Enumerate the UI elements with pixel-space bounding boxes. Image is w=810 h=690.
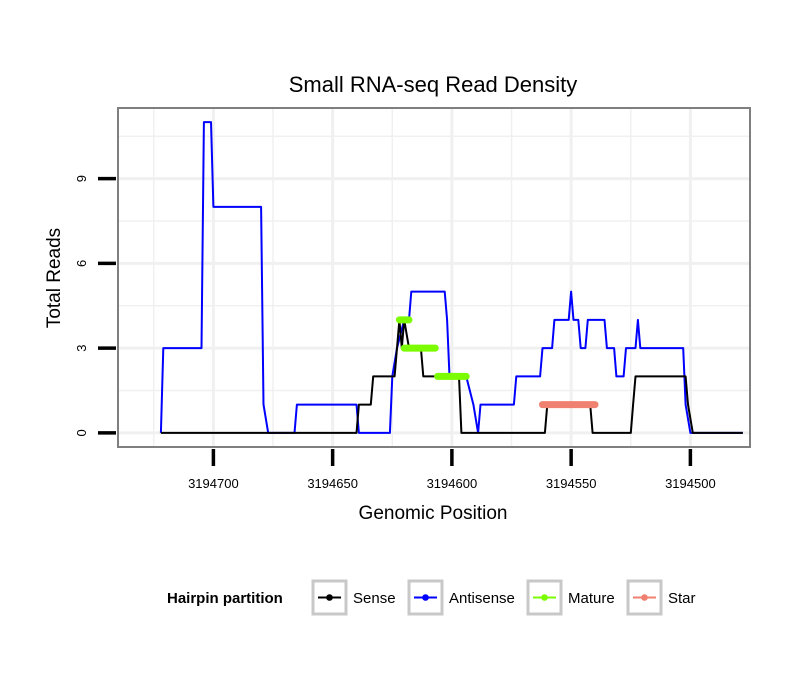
legend-label-mature: Mature [568, 590, 615, 607]
x-tick-label: 3194700 [188, 476, 239, 491]
x-tick-label: 3194600 [427, 476, 478, 491]
x-tick-label: 3194500 [665, 476, 716, 491]
data-marks [117, 107, 751, 448]
legend-point-antisense [422, 594, 429, 601]
plot-panel [117, 107, 751, 448]
plot-panel-border [117, 107, 751, 448]
x-tick-label: 3194650 [307, 476, 358, 491]
legend: Hairpin partition Sense Antisense Mature St… [167, 579, 696, 616]
x-axis: 3194700 3194650 3194600 3194550 3194500 [188, 449, 716, 491]
y-axis-title: Total Reads [44, 228, 65, 328]
legend-label-star: Star [668, 590, 696, 607]
x-axis-title: Genomic Position [359, 503, 508, 524]
y-tick-label: 3 [74, 345, 89, 352]
y-tick-label: 0 [74, 429, 89, 436]
y-tick-label: 9 [74, 175, 89, 182]
legend-point-star [641, 594, 648, 601]
legend-point-mature [541, 594, 548, 601]
legend-title: Hairpin partition [167, 590, 283, 607]
legend-point-sense [326, 594, 333, 601]
x-tick-label: 3194550 [546, 476, 597, 491]
y-axis: 0 3 6 9 [74, 175, 116, 436]
y-tick-label: 6 [74, 260, 89, 267]
chart-title: Small RNA-seq Read Density [289, 72, 578, 97]
legend-label-antisense: Antisense [449, 590, 515, 607]
legend-label-sense: Sense [353, 590, 396, 607]
